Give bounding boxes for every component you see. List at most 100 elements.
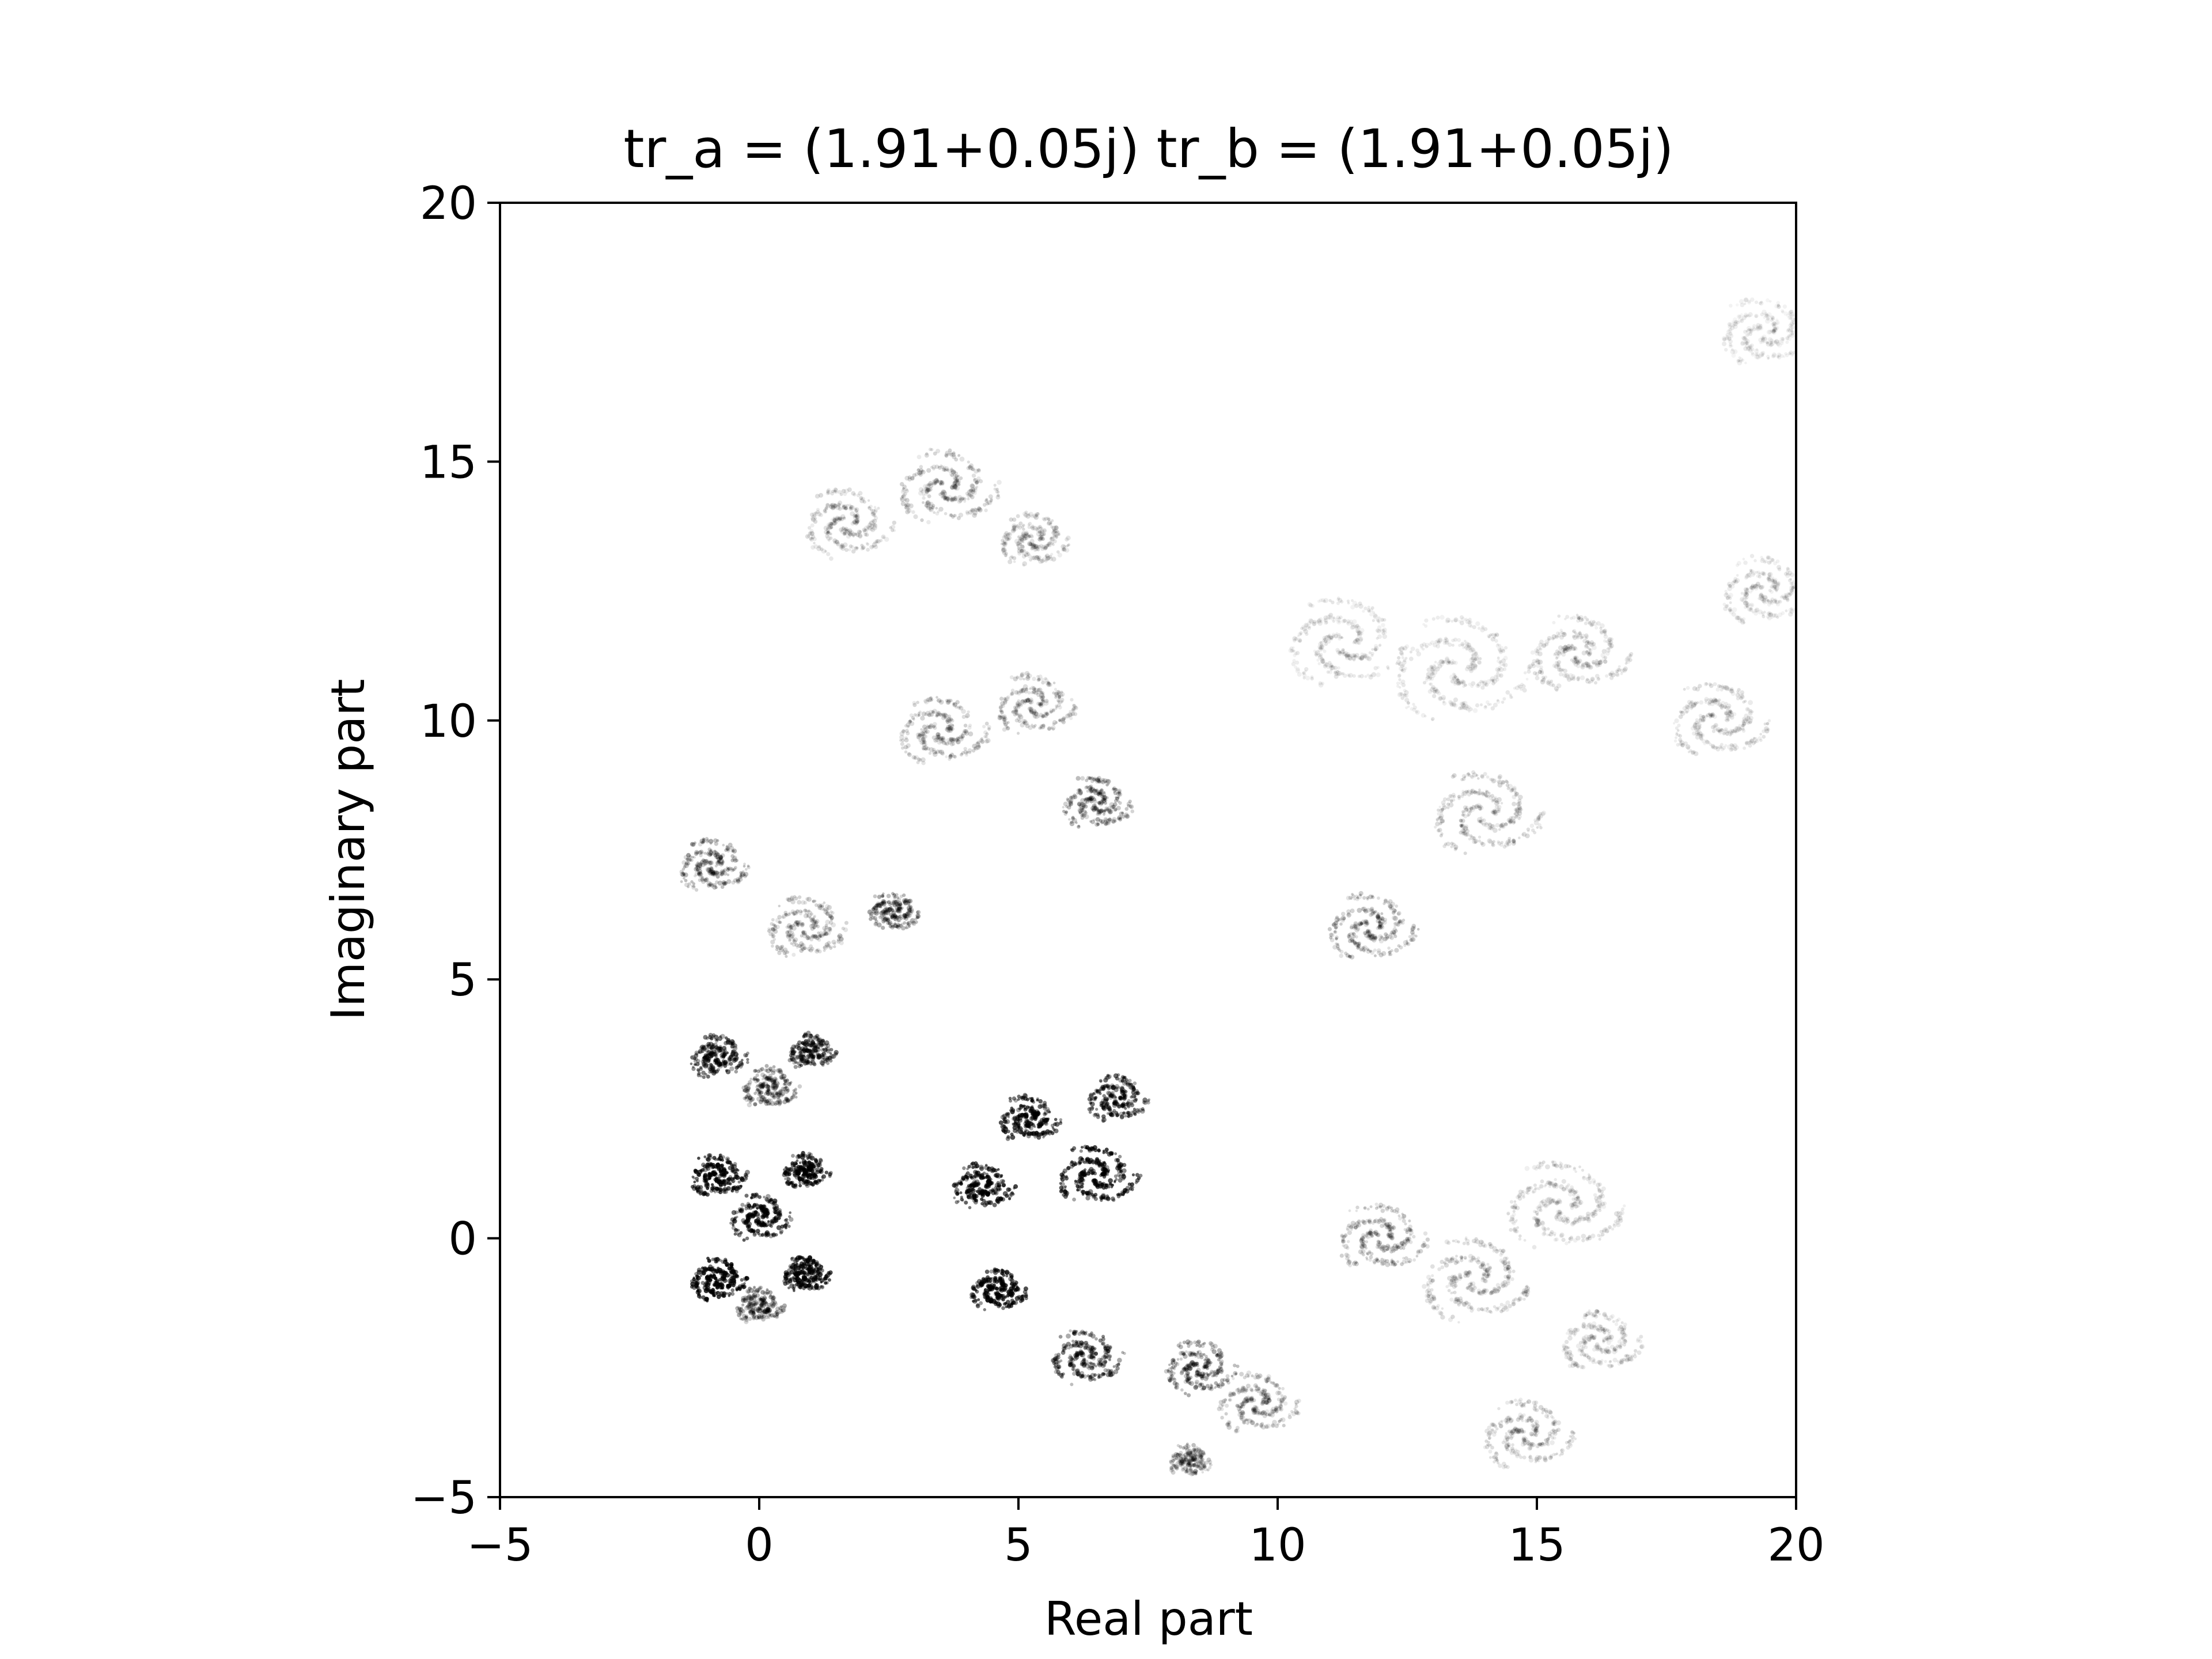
scatter-point — [1168, 1363, 1171, 1366]
scatter-point — [1054, 1353, 1058, 1357]
scatter-point — [1073, 1162, 1078, 1166]
scatter-point — [965, 1173, 968, 1176]
scatter-point — [722, 1273, 726, 1277]
scatter-point — [1209, 1387, 1214, 1392]
scatter-point — [717, 1166, 721, 1170]
scatter-point — [709, 1047, 713, 1050]
scatter-point — [783, 1281, 788, 1286]
scatter-point — [1084, 1359, 1089, 1365]
scatter-point — [1093, 1097, 1096, 1101]
scatter-point — [793, 1173, 797, 1177]
scatter-point — [756, 1069, 760, 1074]
scatter-point — [800, 1153, 804, 1157]
scatter-point — [971, 1285, 976, 1291]
scatter-point — [733, 1228, 738, 1233]
scatter-point — [1024, 1107, 1027, 1110]
scatter-point — [1089, 1353, 1093, 1357]
scatter-point — [1075, 1372, 1081, 1377]
scatter-point — [790, 1256, 796, 1262]
scatter-point — [706, 1044, 710, 1048]
scatter-point — [1209, 1372, 1213, 1375]
scatter-point — [766, 1098, 771, 1103]
scatter-point — [1170, 1370, 1173, 1374]
scatter-point — [801, 947, 805, 951]
scatter-point — [1124, 1115, 1127, 1118]
scatter-point — [986, 1166, 992, 1172]
scatter-point — [885, 901, 888, 904]
scatter-point — [698, 874, 702, 878]
scatter-point — [715, 1188, 721, 1194]
scatter-point — [785, 1086, 790, 1091]
scatter-point — [703, 851, 707, 855]
scatter-point — [764, 1064, 769, 1068]
scatter-point — [715, 1257, 720, 1262]
scatter-point — [720, 1283, 725, 1289]
scatter-point — [785, 1277, 789, 1281]
scatter-point — [781, 1310, 784, 1314]
scatter-point — [1100, 1372, 1105, 1376]
scatter-point — [729, 1266, 733, 1270]
scatter-point — [716, 1290, 719, 1294]
scatter-point — [1101, 1105, 1105, 1109]
scatter-point — [696, 1059, 700, 1063]
scatter-point — [1030, 1107, 1034, 1111]
scatter-point — [722, 843, 725, 847]
scatter-point — [763, 1292, 767, 1296]
scatter-point — [744, 868, 748, 871]
scatter-point — [1060, 1189, 1063, 1192]
scatter-point — [785, 930, 790, 934]
scatter-point — [890, 922, 895, 927]
scatter-point — [1077, 1161, 1082, 1166]
scatter-point — [1109, 1183, 1113, 1186]
scatter-point — [796, 1159, 799, 1162]
scatter-point — [798, 1278, 801, 1281]
scatter-point — [1110, 1094, 1115, 1099]
scatter-point — [1066, 1334, 1071, 1339]
scatter-point — [698, 1049, 703, 1054]
scatter-point — [1017, 1114, 1020, 1118]
scatter-point — [703, 1174, 707, 1178]
scatter-point — [706, 838, 710, 842]
scatter-point — [815, 1270, 820, 1275]
scatter-point — [802, 1048, 805, 1051]
scatter-point — [749, 1296, 755, 1301]
scatter-point — [741, 1303, 745, 1306]
scatter-point — [695, 1278, 699, 1282]
scatter-point — [760, 1220, 765, 1225]
scatter-point — [714, 842, 719, 846]
scatter-point — [681, 868, 685, 871]
scatter-point — [828, 929, 832, 933]
scatter-point — [995, 1286, 999, 1291]
scatter-point — [886, 893, 891, 899]
scatter-point — [795, 1162, 798, 1165]
scatter-point — [789, 1265, 793, 1269]
scatter-point — [1189, 1381, 1195, 1387]
scatter-point — [1116, 1172, 1121, 1177]
scatter-point — [811, 1054, 816, 1059]
scatter-point — [984, 1270, 990, 1274]
scatter-point — [988, 1300, 993, 1304]
scatter-point — [804, 1174, 808, 1178]
scatter-point — [998, 1276, 1003, 1281]
scatter-point — [1090, 1168, 1096, 1174]
scatter-point — [796, 1265, 801, 1270]
scatter-point — [744, 1276, 748, 1279]
scatter-point — [817, 1276, 823, 1281]
scatter-point — [819, 1264, 824, 1269]
scatter-point — [789, 1098, 793, 1101]
scatter-point — [1097, 1148, 1101, 1152]
scatter-point — [812, 899, 816, 903]
scatter-point — [1037, 1126, 1040, 1129]
scatter-point — [1106, 1168, 1111, 1172]
scatter-point — [755, 1213, 760, 1218]
scatter-point — [730, 1291, 735, 1296]
scatter-point — [1135, 1108, 1140, 1113]
scatter-point — [760, 1072, 766, 1078]
scatter-point — [1010, 1291, 1015, 1296]
scatter-point — [690, 842, 694, 846]
scatter-point — [979, 1301, 983, 1305]
scatter-point — [697, 1156, 700, 1160]
scatter-point — [779, 1075, 783, 1078]
scatter-point — [756, 1096, 762, 1102]
